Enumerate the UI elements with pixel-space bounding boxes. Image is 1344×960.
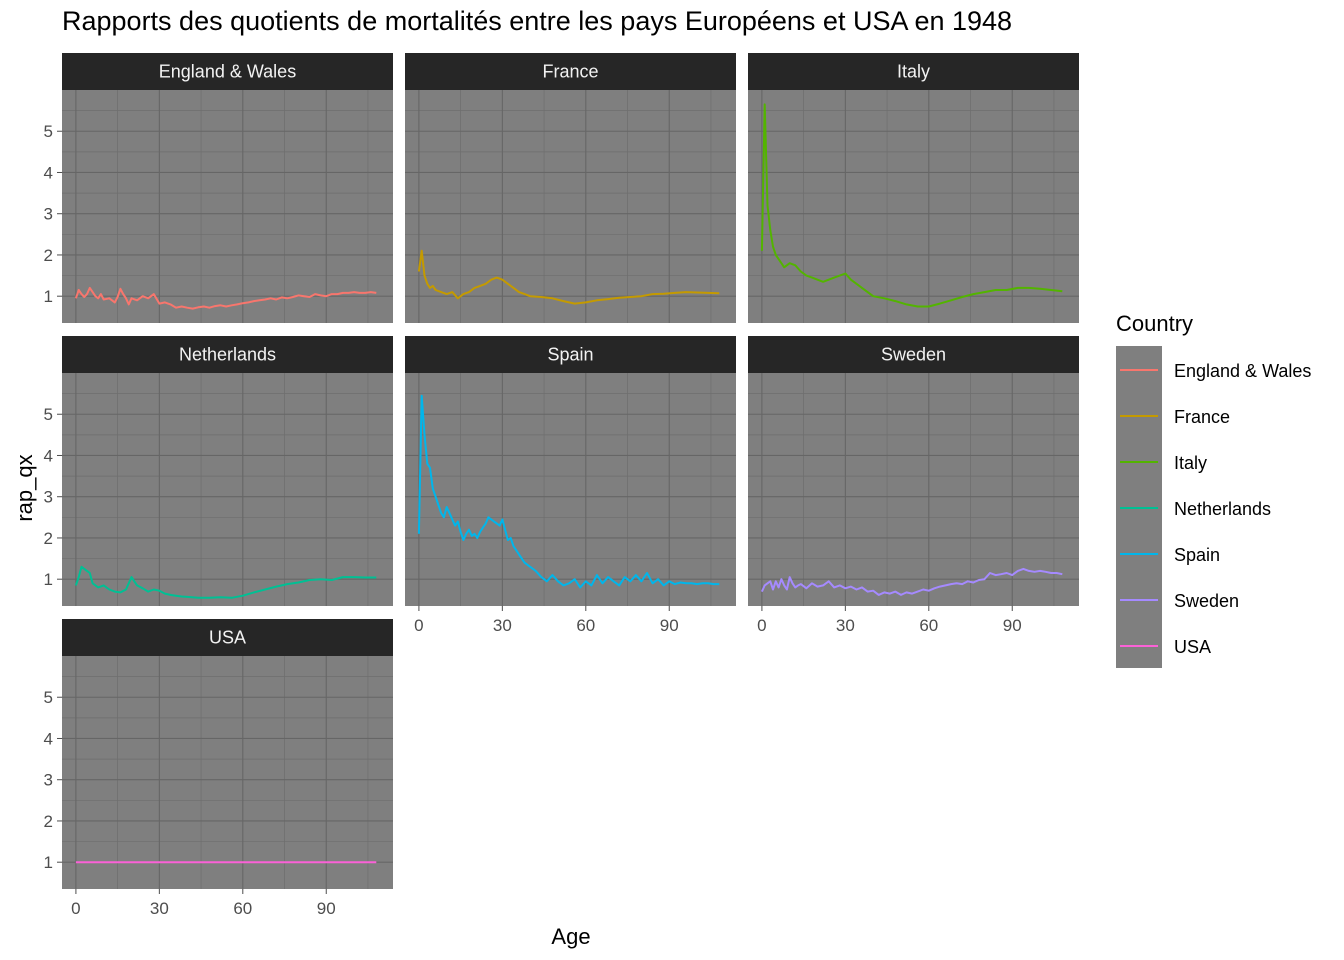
panel-background <box>62 656 393 889</box>
facet-strip <box>748 336 1079 373</box>
facet-strip-label: Italy <box>897 62 930 82</box>
chart-title: Rapports des quotients de mortalités ent… <box>62 6 1013 36</box>
series-line-sweden <box>760 567 1063 596</box>
facet-strip <box>62 619 393 656</box>
y-tick-label: 4 <box>44 163 53 182</box>
facet-panels: England & Wales 1 2 3 4 5 France Italy Netherlan… <box>44 53 1079 918</box>
x-tick-label: 60 <box>919 616 938 635</box>
facet-strip <box>405 53 736 90</box>
facet-strip-label: France <box>542 62 598 82</box>
facet-strip-label: Spain <box>547 345 593 365</box>
series-line-netherlands <box>74 565 377 599</box>
panel-england-and-wales: England & Wales 1 2 3 4 5 <box>44 53 393 323</box>
panel-background <box>405 90 736 323</box>
series-line-italy <box>760 103 1063 308</box>
y-tick-label: 5 <box>44 688 53 707</box>
y-tick-label: 4 <box>44 446 53 465</box>
x-tick-label: 60 <box>233 899 252 918</box>
legend-label-sweden: Sweden <box>1174 591 1239 611</box>
series-line-france <box>417 249 720 305</box>
facet-strip <box>748 53 1079 90</box>
legend-label-england-and-wales: England & Wales <box>1174 361 1311 381</box>
legend-label-italy: Italy <box>1174 453 1207 473</box>
y-tick-label: 3 <box>44 771 53 790</box>
panel-sweden: Sweden 0 30 60 90 <box>748 336 1079 635</box>
x-tick-label: 30 <box>493 616 512 635</box>
facet-strip <box>405 336 736 373</box>
y-tick-label: 1 <box>44 287 53 306</box>
x-tick-label: 30 <box>836 616 855 635</box>
panel-netherlands: Netherlands 1 2 3 4 5 <box>44 336 393 606</box>
x-tick-label: 90 <box>660 616 679 635</box>
legend-label-spain: Spain <box>1174 545 1220 565</box>
facet-strip <box>62 53 393 90</box>
panel-background <box>405 373 736 606</box>
y-tick-label: 1 <box>44 853 53 872</box>
legend-label-netherlands: Netherlands <box>1174 499 1271 519</box>
facet-strip-label: Sweden <box>881 345 946 365</box>
x-tick-label: 90 <box>1003 616 1022 635</box>
y-tick-label: 5 <box>44 405 53 424</box>
x-tick-label: 60 <box>576 616 595 635</box>
y-axis-title: rap_qx <box>12 454 37 521</box>
x-tick-label: 90 <box>317 899 336 918</box>
panel-spain: Spain 0 30 60 90 <box>405 336 736 635</box>
facet-strip-label: Netherlands <box>179 345 276 365</box>
panel-usa: USA 1 2 3 4 5 0 30 60 90 <box>44 619 393 918</box>
facet-strip-label: USA <box>209 628 246 648</box>
y-tick-label: 5 <box>44 122 53 141</box>
y-tick-label: 2 <box>44 529 53 548</box>
x-axis-title: Age <box>551 924 590 949</box>
panel-background <box>748 90 1079 323</box>
panel-italy: Italy <box>748 53 1079 323</box>
y-tick-label: 3 <box>44 205 53 224</box>
legend-label-usa: USA <box>1174 637 1211 657</box>
y-tick-label: 2 <box>44 246 53 265</box>
y-tick-label: 4 <box>44 729 53 748</box>
x-tick-label: 0 <box>414 616 423 635</box>
legend-items: England & Wales France Italy Netherlands Spa… <box>1120 361 1311 657</box>
x-tick-label: 0 <box>757 616 766 635</box>
panel-background <box>62 90 393 323</box>
facet-strip-label: England & Wales <box>159 62 296 82</box>
panel-background <box>62 373 393 606</box>
legend-label-france: France <box>1174 407 1230 427</box>
legend: Country England & Wales France Italy Nether… <box>1116 311 1311 668</box>
y-tick-label: 1 <box>44 570 53 589</box>
x-tick-label: 0 <box>71 899 80 918</box>
series-line-england-and-wales <box>74 286 377 310</box>
y-tick-label: 2 <box>44 812 53 831</box>
legend-title: Country <box>1116 311 1193 336</box>
panel-background <box>748 373 1079 606</box>
panel-france: France <box>405 53 736 323</box>
y-tick-label: 3 <box>44 488 53 507</box>
series-line-spain <box>417 394 720 589</box>
x-tick-label: 30 <box>150 899 169 918</box>
facet-strip <box>62 336 393 373</box>
